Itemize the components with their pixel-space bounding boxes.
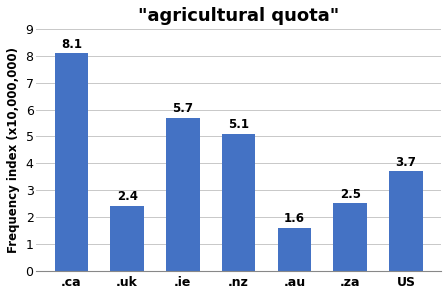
Title: "agricultural quota": "agricultural quota": [138, 7, 339, 25]
Text: 5.7: 5.7: [172, 102, 194, 115]
Bar: [166, 118, 200, 271]
Text: 5.1: 5.1: [228, 118, 249, 131]
Text: 2.5: 2.5: [340, 188, 361, 201]
Bar: [55, 53, 88, 271]
Bar: [278, 228, 311, 271]
Bar: [333, 203, 367, 271]
Bar: [222, 134, 255, 271]
Text: 1.6: 1.6: [284, 212, 305, 225]
Text: 3.7: 3.7: [396, 156, 416, 169]
Y-axis label: Frequency index (x10,000,000): Frequency index (x10,000,000): [7, 47, 20, 253]
Bar: [389, 171, 422, 271]
Text: 8.1: 8.1: [61, 38, 82, 51]
Bar: [110, 206, 144, 271]
Text: 2.4: 2.4: [116, 191, 138, 203]
